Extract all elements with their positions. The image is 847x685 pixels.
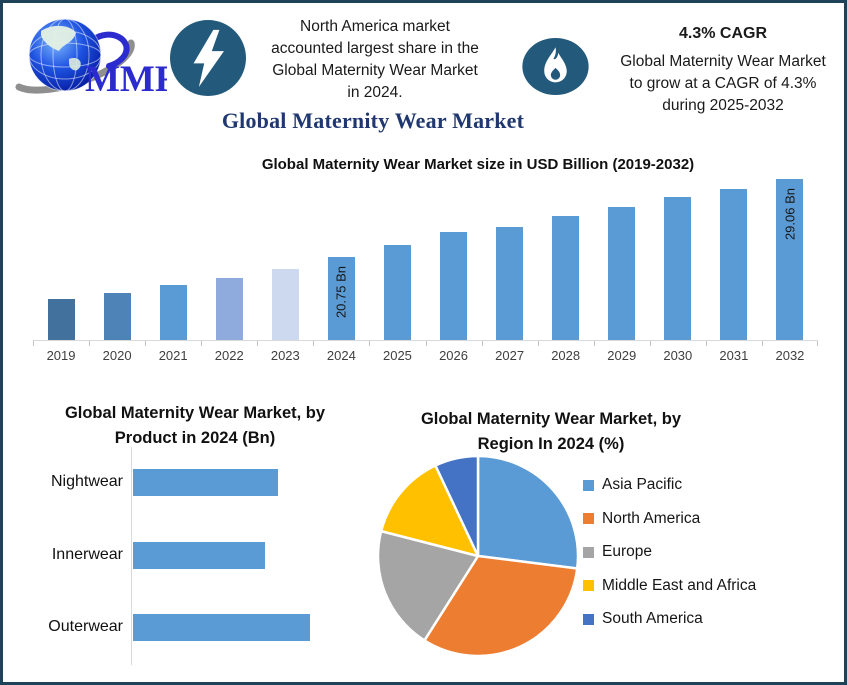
- bar-2021: [159, 285, 187, 340]
- region-pie: [375, 453, 581, 659]
- cagr-value: 4.3% CAGR: [678, 25, 768, 42]
- product-chart: Global Maternity Wear Market, by Product…: [21, 395, 369, 680]
- legend-item-asia-pacific: Asia Pacific: [583, 475, 682, 495]
- legend-label: South America: [602, 610, 703, 628]
- x-axis-label: 2032: [775, 348, 805, 363]
- flame-badge: [522, 38, 589, 95]
- x-axis-ticks: [33, 341, 818, 346]
- axis-tick: [33, 341, 34, 346]
- market-size-chart: Global Maternity Wear Market size in USD…: [23, 151, 830, 376]
- legend-swatch-icon: [583, 546, 594, 558]
- legend-item-middle-east-and-africa: Middle East and Africa: [583, 576, 756, 596]
- highlight-cagr: 4.3% CAGR Global Maternity Wear Market t…: [599, 25, 844, 117]
- product-label-innerwear: Innerwear: [51, 546, 123, 563]
- legend-label: North America: [602, 509, 701, 527]
- legend-swatch-icon: [583, 580, 594, 592]
- x-axis-label: 2025: [382, 348, 412, 363]
- pie-slice-asia-pacific: [476, 454, 580, 570]
- market-size-chart-plot: 20.75 Bn 29.06 Bn: [33, 169, 818, 341]
- x-axis-line: [33, 340, 818, 341]
- mmr-logo: MMR: [13, 13, 183, 105]
- x-axis-label: 2030: [663, 348, 693, 363]
- axis-tick: [817, 341, 818, 346]
- x-axis-label: 2031: [719, 348, 749, 363]
- legend-swatch-icon: [583, 513, 594, 525]
- axis-tick: [257, 341, 258, 346]
- legend-label: Europe: [602, 543, 652, 561]
- axis-tick: [89, 341, 90, 346]
- axis-tick: [426, 341, 427, 346]
- x-axis-label: 2023: [270, 348, 300, 363]
- axis-tick: [538, 341, 539, 346]
- legend-label: Middle East and Africa: [602, 576, 757, 594]
- cagr-text: Global Maternity Wear Market to grow at …: [620, 53, 826, 114]
- legend-item-north-america: North America: [583, 509, 700, 529]
- region-chart-title: Global Maternity Wear Market, by Region …: [420, 410, 682, 453]
- logo-text: MMR: [85, 59, 167, 100]
- flame-icon: [522, 38, 589, 95]
- x-axis-label: 2019: [46, 348, 76, 363]
- pie-slice-south-america: [434, 454, 480, 558]
- x-axis-label: 2027: [495, 348, 525, 363]
- x-axis-label: 2022: [214, 348, 244, 363]
- bar-2029: [608, 207, 636, 340]
- x-axis-label: 2026: [439, 348, 468, 363]
- product-chart-axis: [131, 447, 132, 665]
- region-chart: Global Maternity Wear Market, by Region …: [371, 399, 837, 682]
- highlight-north-america: North America market accounted largest s…: [271, 18, 479, 101]
- globe-icon: MMR: [15, 18, 183, 100]
- x-axis-label: 2021: [158, 348, 188, 363]
- axis-tick: [650, 341, 651, 346]
- product-chart-title: Global Maternity Wear Market, by Product…: [64, 404, 326, 447]
- axis-tick: [369, 341, 370, 346]
- x-axis-label: 2020: [102, 348, 132, 363]
- market-size-chart-title: Global Maternity Wear Market size in USD…: [261, 156, 695, 173]
- lightning-bolt-icon: [170, 20, 246, 96]
- bar-2028: [552, 216, 580, 340]
- axis-tick: [706, 341, 707, 346]
- pie-slice-middle-east-and-africa: [379, 464, 480, 558]
- product-label-nightwear: Nightwear: [50, 473, 123, 490]
- legend-item-europe: Europe: [583, 542, 652, 562]
- page-title: Global Maternity Wear Market: [221, 108, 525, 133]
- lightning-badge: [170, 20, 246, 96]
- bar-value-label: 20.75 Bn: [333, 266, 349, 319]
- x-axis-labels: 2019 2020 2021 2022 2023 2024 2025 2026 2027 2028…: [33, 348, 818, 366]
- axis-tick: [145, 341, 146, 346]
- x-axis-label: 2024: [326, 348, 356, 363]
- x-axis-label: 2028: [551, 348, 581, 363]
- pie-slice-europe: [376, 529, 480, 642]
- product-label-outerwear: Outerwear: [48, 618, 123, 635]
- axis-tick: [482, 341, 483, 346]
- bar-2030: [664, 197, 692, 340]
- legend-swatch-icon: [583, 613, 594, 625]
- bar-2019: [47, 299, 75, 340]
- legend-swatch-icon: [583, 479, 594, 491]
- bar-2020: [103, 293, 131, 340]
- axis-tick: [594, 341, 595, 346]
- bar-value-label: 29.06 Bn: [782, 188, 798, 241]
- bar-2031: [720, 189, 748, 340]
- bar-2025: [383, 245, 411, 340]
- axis-tick: [201, 341, 202, 346]
- product-bar-innerwear: [133, 542, 265, 569]
- bar-2032: 29.06 Bn: [776, 179, 804, 340]
- axis-tick: [313, 341, 314, 346]
- product-bar-nightwear: [133, 469, 278, 496]
- bar-2027: [496, 227, 524, 340]
- x-axis-label: 2029: [607, 348, 637, 363]
- product-bar-outerwear: [133, 614, 310, 641]
- bar-2026: [440, 232, 468, 340]
- bar-2024: 20.75 Bn: [327, 257, 355, 340]
- legend-label: Asia Pacific: [602, 476, 683, 493]
- axis-tick: [762, 341, 763, 346]
- bar-2022: [215, 278, 243, 340]
- legend-item-south-america: South America: [583, 609, 703, 629]
- bar-2023: [271, 269, 299, 340]
